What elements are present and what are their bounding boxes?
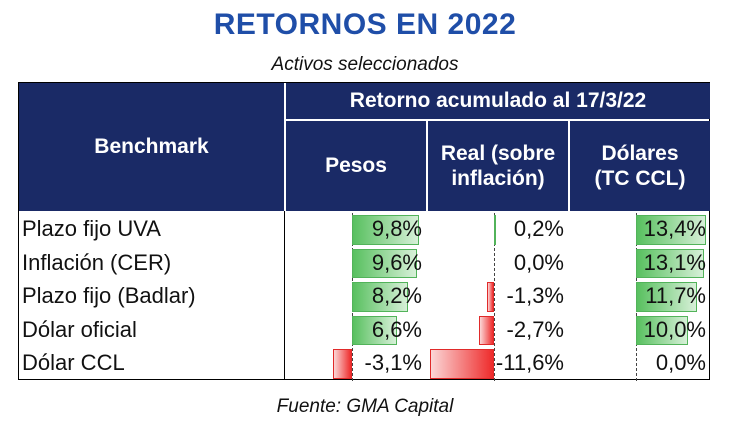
cell-value: 9,6% — [371, 249, 422, 275]
header-dolares: Dólares (TC CCL) — [570, 121, 710, 211]
row-label: Plazo fijo UVA — [22, 216, 161, 241]
chart-source: Fuente: GMA Capital — [276, 396, 454, 417]
column-separator — [284, 211, 285, 379]
row-label: Dólar oficial — [22, 316, 137, 342]
row-label: Dólar CCL — [22, 350, 125, 375]
data-bar — [352, 282, 408, 312]
cell-value: 8,2% — [371, 283, 422, 308]
header-real: Real (sobre inflación) — [428, 121, 568, 211]
returns-table: Benchmark Retorno acumulado al 17/3/22 P… — [18, 82, 710, 381]
cell-value: 9,8% — [371, 216, 422, 241]
cell-value: 6,6% — [371, 316, 422, 342]
header-benchmark: Benchmark — [19, 83, 284, 211]
row-label: Plazo fijo (Badlar) — [22, 283, 196, 308]
cell-value: 0,2% — [513, 216, 564, 241]
data-bar — [486, 282, 494, 312]
cell-value: -1,3% — [506, 283, 564, 308]
data-bar — [494, 215, 496, 245]
row-label: Inflación (CER) — [22, 249, 172, 275]
data-bar — [352, 248, 418, 278]
cell-value: 13,1% — [643, 249, 706, 275]
data-bar — [636, 248, 705, 278]
data-bar — [333, 349, 352, 379]
data-bar — [636, 215, 706, 245]
data-bar — [636, 315, 688, 345]
cell-value: 0,0% — [513, 249, 564, 275]
chart-title: RETORNOS EN 2022 — [213, 8, 517, 41]
data-bar — [352, 215, 419, 245]
cell-value: -2,7% — [506, 316, 564, 342]
cell-value: 10,0% — [643, 316, 706, 342]
cell-value: -11,6% — [495, 350, 564, 375]
cell-value: 11,7% — [645, 283, 706, 308]
data-bar — [430, 349, 494, 379]
header-group: Retorno acumulado al 17/3/22 — [286, 83, 710, 119]
chart-subtitle: Activos seleccionados — [271, 54, 459, 75]
header-pesos: Pesos — [286, 121, 426, 211]
zero-axis — [494, 213, 495, 381]
cell-value: -3,1% — [364, 350, 422, 375]
data-bar — [478, 315, 494, 345]
data-bar — [636, 282, 697, 312]
cell-value: 13,4% — [643, 216, 706, 241]
cell-value: 0,0% — [655, 350, 706, 375]
data-bar — [352, 315, 397, 345]
